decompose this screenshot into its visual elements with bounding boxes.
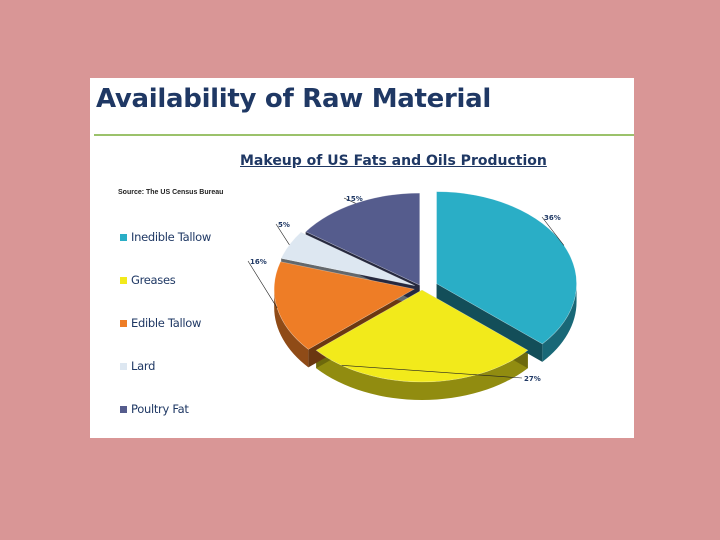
legend-item-inedible-tallow: Inedible Tallow <box>120 230 211 244</box>
pie-slice-edge-0-1 <box>436 283 543 362</box>
legend-label: Inedible Tallow <box>131 230 211 244</box>
pie-slice-greases <box>315 289 529 383</box>
leader-line-4 <box>343 197 356 204</box>
legend-swatch <box>120 233 127 241</box>
pie-chart: 36% 27% 16% 5% 15% <box>247 191 577 400</box>
legend-label: Edible Tallow <box>131 316 202 330</box>
leader-line-3 <box>275 223 290 245</box>
legend-label: Poultry Fat <box>131 402 189 416</box>
slide-title: Availability of Raw Material <box>96 84 491 114</box>
pie-label-2: 16% <box>250 258 267 266</box>
pie-slice-side-1 <box>316 350 528 400</box>
pie-tops <box>273 191 577 383</box>
slide: Availability of Raw Material Makeup of U… <box>90 78 634 438</box>
pie-label-0: 36% <box>544 214 561 222</box>
legend-item-lard: Lard <box>120 359 155 373</box>
title-divider <box>94 134 634 136</box>
legend-label: Greases <box>131 273 176 287</box>
pie-slice-lard <box>280 231 415 286</box>
leader-line-0 <box>541 216 565 246</box>
legend-label: Lard <box>131 359 156 373</box>
legend-item-greases: Greases <box>120 273 176 287</box>
pie-slice-edible-tallow <box>273 261 416 350</box>
legend-swatch <box>120 319 127 327</box>
pie-labels: 36% 27% 16% 5% 15% <box>247 195 565 383</box>
legend-swatch <box>120 405 127 413</box>
leader-line-1 <box>341 365 523 379</box>
legend-item-poultry-fat: Poultry Fat <box>120 402 189 416</box>
legend-swatch <box>120 276 127 284</box>
pie-label-3: 5% <box>278 221 290 229</box>
chart-source: Source: The US Census Bureau <box>118 189 224 196</box>
leader-line-2 <box>247 260 278 309</box>
chart-title: Makeup of US Fats and Oils Production <box>240 153 547 169</box>
pie-slice-side-2 <box>274 289 309 368</box>
legend-swatch <box>120 362 127 370</box>
pie-label-1: 27% <box>524 375 541 383</box>
pie-slice-side-0 <box>542 283 577 362</box>
legend-item-edible-tallow: Edible Tallow <box>120 316 201 330</box>
pie-label-4: 15% <box>346 195 363 203</box>
